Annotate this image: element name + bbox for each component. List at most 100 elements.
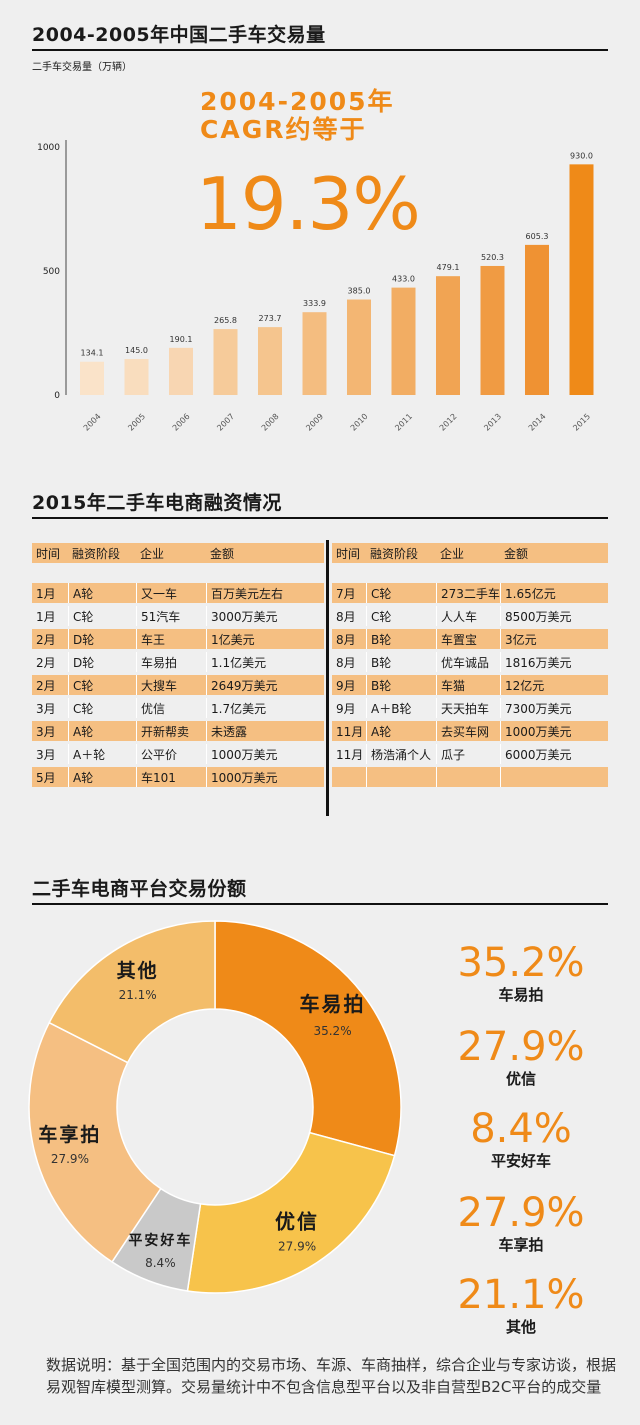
funding-header-cell: 金额 (206, 543, 324, 563)
funding-cell: 8500万美元 (500, 606, 608, 626)
y-tick-label: 1000 (37, 143, 60, 153)
donut-slice-2 (186, 1131, 396, 1294)
share-list-value: 27.9% (457, 1024, 585, 1070)
funding-cell: A轮 (68, 583, 136, 603)
share-list-item: 21.1% 其他 (456, 1272, 586, 1336)
funding-cell: C轮 (68, 606, 136, 626)
funding-table-divider (326, 540, 329, 816)
funding-row: 2月 C轮 大搜车 2649万美元 (32, 675, 324, 695)
funding-cell: 杨浩涌个人 (366, 744, 436, 764)
bar-2013 (480, 265, 505, 395)
funding-row (332, 767, 608, 787)
donut-slice-value: 35.2% (313, 1024, 351, 1038)
funding-header-row: 时间 融资阶段 企业 金额 (332, 543, 608, 563)
bar-value-label: 605.3 (526, 232, 549, 241)
donut-slice-value: 21.1% (119, 988, 157, 1002)
funding-row: 3月 C轮 优信 1.7亿美元 (32, 698, 324, 718)
x-tick-label: 2011 (393, 412, 414, 433)
funding-section-rule (32, 517, 608, 519)
funding-cell (332, 767, 366, 787)
funding-cell: 车王 (136, 629, 206, 649)
funding-cell: 2月 (32, 675, 68, 695)
funding-header-cell: 企业 (436, 543, 500, 563)
funding-row: 11月 A轮 去买车网 1000万美元 (332, 721, 608, 741)
donut-slice-value: 8.4% (145, 1256, 176, 1270)
funding-cell: A＋轮 (68, 744, 136, 764)
donut-slice-5 (48, 920, 216, 1064)
funding-cell: A轮 (68, 721, 136, 741)
bar-value-label: 333.9 (303, 299, 326, 308)
donut-slice-value: 27.9% (278, 1240, 316, 1254)
share-list-item: 8.4% 平安好车 (456, 1106, 586, 1170)
funding-spacer-row (332, 566, 608, 580)
funding-cell: 开新帮卖 (136, 721, 206, 741)
funding-header-cell: 时间 (32, 543, 68, 563)
funding-header-cell: 融资阶段 (68, 543, 136, 563)
funding-cell: 1亿美元 (206, 629, 324, 649)
bar-2012 (436, 276, 460, 395)
share-list-value: 8.4% (470, 1106, 572, 1152)
share-list-name: 平安好车 (490, 1152, 551, 1170)
funding-cell: 人人车 (436, 606, 500, 626)
funding-cell (500, 767, 608, 787)
funding-cell: 9月 (332, 675, 366, 695)
funding-cell: B轮 (366, 652, 436, 672)
funding-cell: 3月 (32, 721, 68, 741)
funding-table-left: 时间 融资阶段 企业 金额 1月 A轮 又一车 百万美元左右 1月 C轮 51汽车 3000万美元 2月… (32, 540, 324, 790)
funding-cell: 5月 (32, 767, 68, 787)
share-list-name: 其他 (505, 1318, 536, 1336)
bar-2014 (525, 244, 549, 395)
funding-cell: 3月 (36, 747, 56, 762)
funding-cell: 11月 (336, 747, 364, 762)
y-tick-label: 500 (43, 267, 60, 277)
x-tick-label: 2009 (304, 412, 325, 433)
bar-2009 (302, 312, 327, 395)
bar-value-label: 930.0 (570, 151, 593, 160)
donut-slice-value: 27.9% (51, 1152, 89, 1166)
x-tick-label: 2006 (171, 412, 192, 433)
funding-cell: 8月 (336, 609, 356, 624)
funding-cell: 1000万美元 (206, 767, 324, 787)
funding-cell: 12亿元 (500, 675, 608, 695)
share-list-name: 车享拍 (498, 1236, 544, 1254)
funding-cell: 1.1亿美元 (206, 652, 324, 672)
funding-row: 8月 B轮 车置宝 3亿元 (332, 629, 608, 649)
funding-cell: 百万美元左右 (206, 583, 324, 603)
donut-slice-4 (28, 1021, 162, 1263)
funding-cell: A轮 (68, 767, 136, 787)
funding-cell: 1月 (36, 609, 56, 624)
x-tick-label: 2012 (438, 412, 459, 433)
funding-cell: 1月 (32, 583, 68, 603)
donut-slice-name: 其他 (117, 959, 159, 982)
volume-section-rule (32, 49, 608, 51)
funding-row: 1月 A轮 又一车 百万美元左右 (32, 583, 324, 603)
funding-cell: 7300万美元 (500, 698, 608, 718)
x-tick-label: 2013 (482, 412, 503, 433)
x-tick-label: 2008 (260, 412, 281, 433)
funding-spacer-row (32, 566, 324, 580)
funding-row: 1月 C轮 51汽车 3000万美元 (32, 606, 324, 626)
funding-cell: 瓜子 (436, 744, 500, 764)
x-tick-label: 2005 (126, 412, 147, 433)
funding-cell: B轮 (366, 629, 436, 649)
x-tick-label: 2004 (82, 412, 103, 433)
funding-row: 3月 A轮 开新帮卖 未透露 (32, 721, 324, 741)
funding-section-title: 2015年二手车电商融资情况 (32, 492, 282, 514)
funding-cell: A＋B轮 (366, 698, 436, 718)
funding-cell: 1816万美元 (500, 652, 608, 672)
bar-2007 (213, 329, 238, 395)
funding-row: 11月 杨浩涌个人 瓜子 6000万美元 (332, 744, 608, 764)
funding-cell: C轮 (366, 606, 436, 626)
bar-2011 (391, 287, 416, 395)
x-tick-label: 2007 (215, 412, 236, 433)
funding-cell: A轮 (366, 721, 436, 741)
bar-value-label: 134.1 (81, 349, 104, 358)
share-list-name: 优信 (505, 1070, 536, 1088)
volume-section-title: 2004-2005年中国二手车交易量 (32, 24, 326, 46)
funding-header-cell: 融资阶段 (366, 543, 436, 563)
funding-cell: 9月 (336, 701, 356, 716)
share-section-rule (32, 903, 608, 905)
funding-cell: 11月 (332, 721, 366, 741)
bar-value-label: 190.1 (170, 335, 193, 344)
bar-2008 (258, 327, 282, 395)
